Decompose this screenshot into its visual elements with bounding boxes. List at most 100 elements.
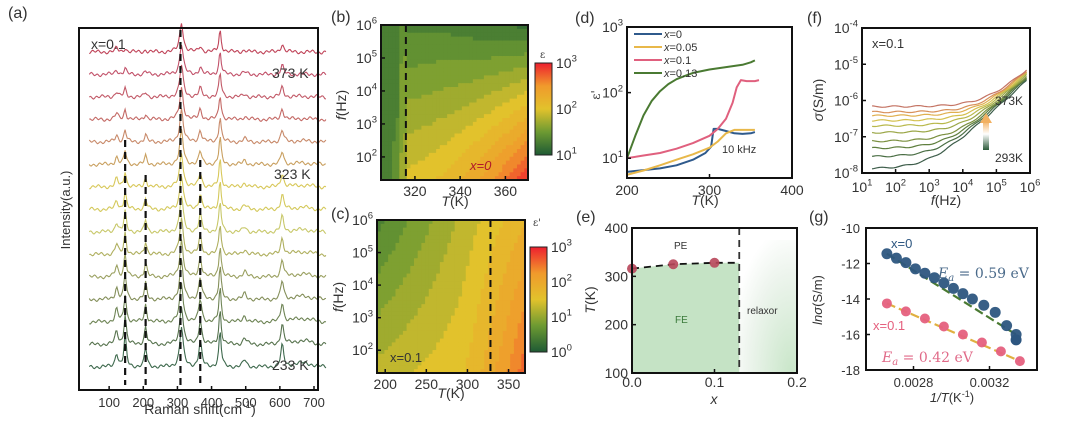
heatmap-cell [458, 141, 463, 146]
heatmap-cell [480, 102, 485, 107]
heatmap-cell [469, 172, 474, 177]
y-tick-label: 400 [605, 220, 629, 236]
colorbar-tick-label: 102 [551, 273, 572, 290]
heatmap-cell [410, 231, 415, 236]
heatmap-cell [462, 327, 467, 332]
heatmap-cell [395, 235, 400, 240]
heatmap-cell [436, 118, 441, 123]
heatmap-cell [454, 223, 459, 229]
heatmap-cell [417, 330, 422, 336]
heatmap-cell [473, 265, 478, 271]
heatmap-cell [454, 296, 459, 301]
heatmap-cell [502, 48, 507, 53]
heatmap-cell [417, 273, 422, 278]
heatmap-cell [476, 350, 482, 355]
heatmap-cell [506, 338, 511, 343]
heatmap-cell [403, 90, 408, 96]
heatmap-cell [439, 141, 445, 146]
heatmap-cell [439, 79, 445, 84]
heatmap-cell [421, 71, 426, 76]
heatmap-cell [391, 223, 397, 229]
heatmap-cell [513, 121, 518, 127]
heatmap-cell [494, 71, 500, 76]
heatmap-cell [384, 357, 389, 363]
heatmap-cell [469, 346, 474, 351]
heatmap-cell [432, 129, 437, 135]
heatmap-cell [473, 307, 478, 313]
heatmap-cell [458, 353, 463, 359]
heatmap-cell [388, 292, 393, 298]
heatmap-cell [417, 63, 423, 69]
heatmap-cell [391, 231, 397, 236]
heatmap-cell [483, 71, 489, 76]
heatmap-cell [432, 319, 437, 324]
heatmap-cell [495, 334, 500, 340]
heatmap-cell [487, 25, 492, 30]
heatmap-cell [499, 323, 504, 328]
heatmap-cell [506, 231, 511, 236]
heatmap-cell [391, 319, 397, 324]
panel-label-c: (c) [331, 206, 350, 223]
heatmap-cell [403, 67, 408, 73]
heatmap-cell [384, 319, 389, 324]
heatmap-cell [506, 273, 511, 278]
heatmap-cell [425, 231, 430, 236]
heatmap-cell [432, 160, 437, 166]
heatmap-cell [498, 145, 503, 150]
heatmap-cell [443, 56, 448, 61]
heatmap-cell [425, 242, 430, 248]
heatmap-cell [450, 121, 456, 127]
heatmap-cell [377, 330, 382, 336]
heatmap-cell [395, 106, 400, 111]
heatmap-cell [384, 28, 389, 34]
heatmap-cell [432, 67, 437, 73]
heatmap-cell [417, 311, 422, 317]
x-tick-label: 101 [852, 178, 873, 195]
heatmap-cell [510, 254, 515, 259]
heatmap-cell [436, 330, 441, 336]
heatmap-cell [414, 304, 419, 309]
heatmap-cell [425, 125, 430, 131]
heatmap-cell [487, 75, 492, 80]
heatmap-cell [473, 246, 478, 252]
heatmap-cell [516, 79, 522, 84]
heatmap-cell [380, 361, 385, 366]
heatmap-cell [384, 281, 389, 286]
heatmap-cell [461, 56, 467, 61]
heatmap-cell [399, 152, 404, 158]
heatmap-cell [465, 106, 470, 111]
heatmap-cell [472, 145, 478, 150]
heatmap-cell [395, 90, 400, 96]
heatmap-cell [410, 315, 415, 321]
heatmap-cell [388, 330, 393, 336]
heatmap-cell [465, 176, 470, 180]
heatmap-cell [436, 52, 441, 57]
heatmap-cell [428, 164, 434, 169]
heatmap-cell [428, 277, 434, 282]
heatmap-cell [510, 353, 515, 359]
heatmap-cell [469, 227, 474, 233]
heatmap-cell [417, 44, 423, 49]
heatmap-cell [447, 227, 452, 233]
colorbar-tick-label: 103 [556, 54, 577, 71]
heatmap-cell [513, 262, 519, 267]
heatmap-cell [417, 281, 422, 286]
heatmap-cell [513, 32, 518, 38]
heatmap-cell [428, 110, 434, 115]
heatmap-cell [469, 330, 474, 336]
heatmap-cell [465, 242, 471, 248]
heatmap-cell [402, 254, 408, 259]
heatmap-cell [495, 304, 500, 309]
heatmap-cell [480, 246, 485, 252]
heatmap-cell [381, 71, 386, 76]
heatmap-cell [439, 25, 445, 30]
heatmap-cell [524, 71, 528, 76]
data-point [938, 321, 949, 332]
heatmap-cell [410, 330, 415, 336]
heatmap-cell [388, 79, 393, 84]
heatmap-cell [443, 353, 448, 359]
heatmap-cell [381, 25, 386, 30]
heatmap-cell [432, 102, 437, 107]
heatmap-cell [476, 315, 482, 321]
heatmap-cell [447, 288, 452, 294]
